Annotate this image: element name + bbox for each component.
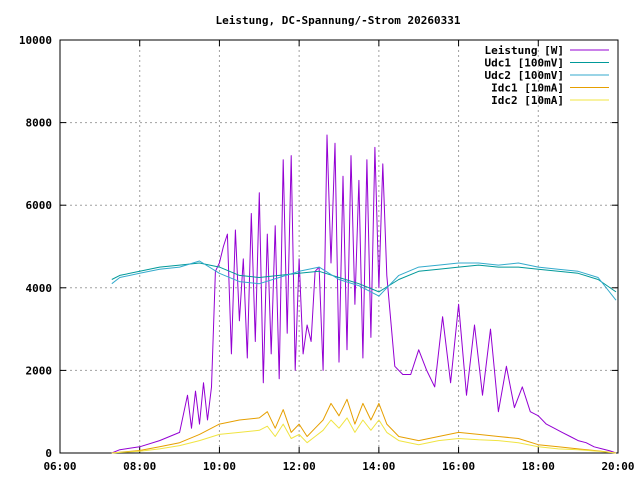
plot-frame <box>59 39 619 454</box>
x-tick-label: 10:00 <box>203 460 236 473</box>
y-tick-label: 0 <box>45 447 52 460</box>
legend-label: Idc2 [10mA] <box>491 94 564 107</box>
x-tick-label: 16:00 <box>442 460 475 473</box>
series-line <box>111 262 617 293</box>
legend: Leistung [W]Udc1 [100mV]Udc2 [100mV]Idc1… <box>485 44 609 107</box>
series <box>111 134 617 454</box>
y-tick-label: 8000 <box>26 117 53 130</box>
x-tick-label: 18:00 <box>522 460 555 473</box>
legend-label: Udc2 [100mV] <box>485 69 564 82</box>
x-tick-label: 20:00 <box>601 460 634 473</box>
series-line <box>111 417 617 454</box>
x-tick-label: 06:00 <box>43 460 76 473</box>
y-tick-label: 2000 <box>26 364 53 377</box>
y-tick-label: 10000 <box>19 34 52 47</box>
x-tick-label: 12:00 <box>283 460 316 473</box>
legend-label: Leistung [W] <box>485 44 564 57</box>
series-line <box>111 134 617 454</box>
legend-label: Udc1 [100mV] <box>485 57 564 70</box>
x-tick-label: 08:00 <box>123 460 156 473</box>
legend-label: Idc1 [10mA] <box>491 82 564 95</box>
grid <box>60 40 618 453</box>
y-tick-label: 4000 <box>26 282 53 295</box>
chart-title: Leistung, DC-Spannung/-Strom 20260331 <box>215 14 460 27</box>
axis-ticks <box>59 39 619 454</box>
x-tick-label: 14:00 <box>362 460 395 473</box>
series-line <box>111 260 617 301</box>
y-axis: 0 2000 4000 6000 8000 10000 <box>19 34 52 460</box>
y-tick-label: 6000 <box>26 199 53 212</box>
x-axis: 06:00 08:00 10:00 12:00 14:00 16:00 18:00 20:00 <box>43 460 634 473</box>
series-line <box>111 398 617 454</box>
